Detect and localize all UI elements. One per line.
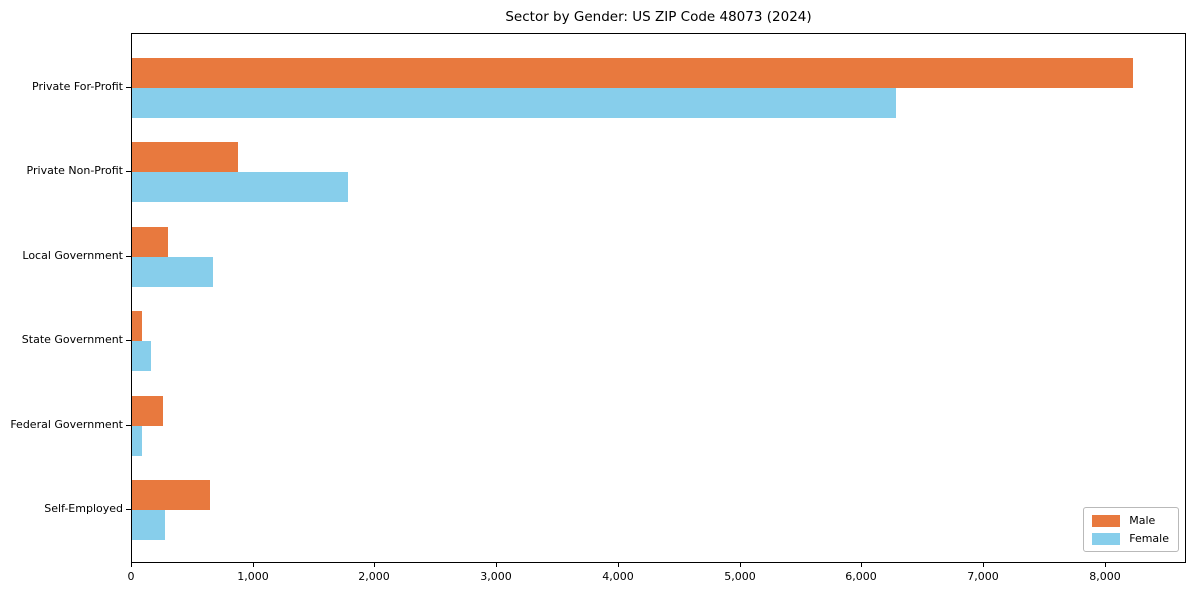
bar-female-self-employed — [132, 510, 166, 540]
x-tick-6000 — [861, 563, 862, 567]
bar-female-private-for-profit — [132, 88, 897, 118]
bar-female-state-government — [132, 341, 151, 371]
x-tick-label-1000: 1,000 — [237, 570, 269, 583]
x-tick-0 — [131, 563, 132, 567]
legend-swatch-male — [1092, 514, 1121, 527]
bar-female-local-government — [132, 257, 214, 287]
bar-male-self-employed — [132, 480, 211, 510]
x-tick-7000 — [983, 563, 984, 567]
bar-male-private-for-profit — [132, 58, 1134, 88]
bar-male-state-government — [132, 311, 142, 341]
x-tick-label-8000: 8,000 — [1089, 570, 1121, 583]
x-tick-2000 — [374, 563, 375, 567]
legend-swatch-female — [1092, 532, 1121, 545]
x-tick-label-4000: 4,000 — [602, 570, 634, 583]
chart-title: Sector by Gender: US ZIP Code 48073 (202… — [505, 9, 812, 25]
y-tick-state-government — [126, 340, 131, 341]
x-tick-label-3000: 3,000 — [480, 570, 512, 583]
legend-label-female: Female — [1129, 532, 1169, 545]
y-label-local-government: Local Government — [22, 249, 123, 262]
y-label-state-government: State Government — [21, 333, 123, 346]
legend: Male Female — [1083, 507, 1179, 552]
x-tick-label-0: 0 — [127, 570, 135, 583]
y-label-private-for-profit: Private For-Profit — [32, 80, 123, 93]
x-tick-label-7000: 7,000 — [967, 570, 999, 583]
y-tick-private-for-profit — [126, 87, 131, 88]
bar-male-private-non-profit — [132, 142, 238, 172]
bar-female-private-non-profit — [132, 172, 348, 202]
bar-male-local-government — [132, 227, 169, 257]
y-label-private-non-profit: Private Non-Profit — [26, 164, 123, 177]
legend-label-male: Male — [1129, 514, 1156, 527]
plot-area: Male Female — [131, 33, 1186, 563]
y-label-federal-government: Federal Government — [10, 418, 123, 431]
x-tick-label-6000: 6,000 — [845, 570, 877, 583]
bar-male-federal-government — [132, 396, 163, 426]
legend-item-female: Female — [1092, 532, 1169, 545]
x-tick-label-2000: 2,000 — [358, 570, 390, 583]
x-tick-4000 — [618, 563, 619, 567]
x-tick-5000 — [740, 563, 741, 567]
bar-female-federal-government — [132, 426, 142, 456]
y-tick-private-non-profit — [126, 171, 131, 172]
x-tick-1000 — [253, 563, 254, 567]
y-label-self-employed: Self-Employed — [44, 502, 123, 515]
y-tick-local-government — [126, 256, 131, 257]
y-axis-labels: Private For-Profit Private Non-Profit Loca… — [0, 0, 123, 600]
y-tick-federal-government — [126, 425, 131, 426]
x-tick-8000 — [1105, 563, 1106, 567]
legend-item-male: Male — [1092, 514, 1169, 527]
x-tick-3000 — [496, 563, 497, 567]
y-tick-self-employed — [126, 509, 131, 510]
x-tick-label-5000: 5,000 — [724, 570, 756, 583]
